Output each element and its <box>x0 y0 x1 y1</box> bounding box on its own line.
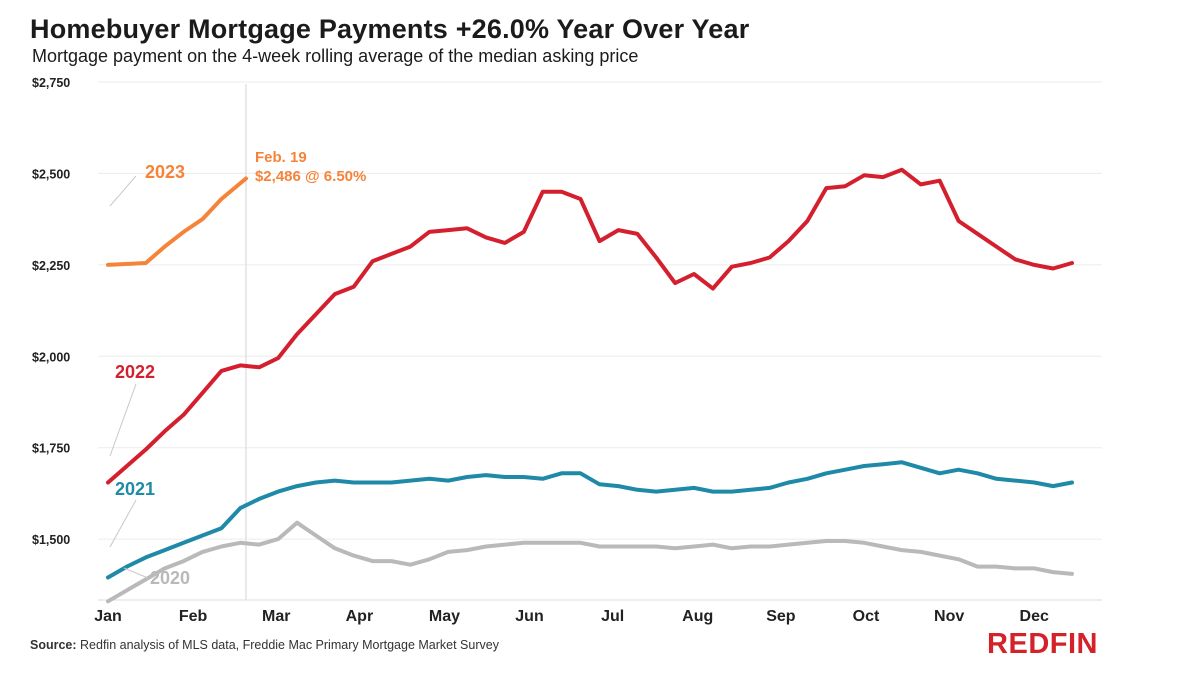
x-tick-label: May <box>429 608 460 625</box>
redfin-logo: REDFIN <box>987 628 1098 660</box>
series-label-2021: 2021 <box>115 479 155 499</box>
x-tick-label: Aug <box>682 608 713 625</box>
chart-subtitle: Mortgage payment on the 4-week rolling a… <box>32 46 639 66</box>
series-line-2022 <box>106 167 1074 485</box>
x-tick-label: Mar <box>262 608 290 625</box>
y-tick-label: $2,500 <box>32 167 70 181</box>
series-label-2020: 2020 <box>150 568 190 588</box>
x-tick-label: Apr <box>346 608 374 625</box>
source-note: Source: Redfin analysis of MLS data, Fre… <box>30 638 499 652</box>
annotation-value: $2,486 @ 6.50% <box>255 168 366 185</box>
series-line-2021 <box>106 460 1074 580</box>
y-tick-label: $2,750 <box>32 76 70 90</box>
x-tick-label: Sep <box>766 608 796 625</box>
x-tick-label: Jan <box>94 608 122 625</box>
label-leader-2022 <box>109 383 137 457</box>
x-tick-label: Feb <box>179 608 208 625</box>
label-leader-2023 <box>109 175 137 207</box>
x-tick-label: Oct <box>853 608 880 625</box>
x-tick-label: Dec <box>1020 608 1049 625</box>
y-tick-label: $1,500 <box>32 533 70 547</box>
series-line-2020 <box>106 520 1074 604</box>
y-tick-label: $2,000 <box>32 350 70 364</box>
series-label-2022: 2022 <box>115 362 155 382</box>
source-text: Redfin analysis of MLS data, Freddie Mac… <box>80 638 499 652</box>
y-tick-label: $1,750 <box>32 442 70 456</box>
chart-title: Homebuyer Mortgage Payments +26.0% Year … <box>30 14 750 44</box>
series-label-2023: 2023 <box>145 162 185 182</box>
x-tick-label: Jun <box>515 608 543 625</box>
label-leader-2020 <box>123 567 149 579</box>
annotation-date: Feb. 19 <box>255 149 307 166</box>
source-label: Source: <box>30 638 77 652</box>
series-line-2023 <box>106 176 248 267</box>
x-tick-label: Jul <box>601 608 624 625</box>
y-tick-label: $2,250 <box>32 259 70 273</box>
x-tick-label: Nov <box>934 608 964 625</box>
label-leader-2021 <box>109 499 137 548</box>
